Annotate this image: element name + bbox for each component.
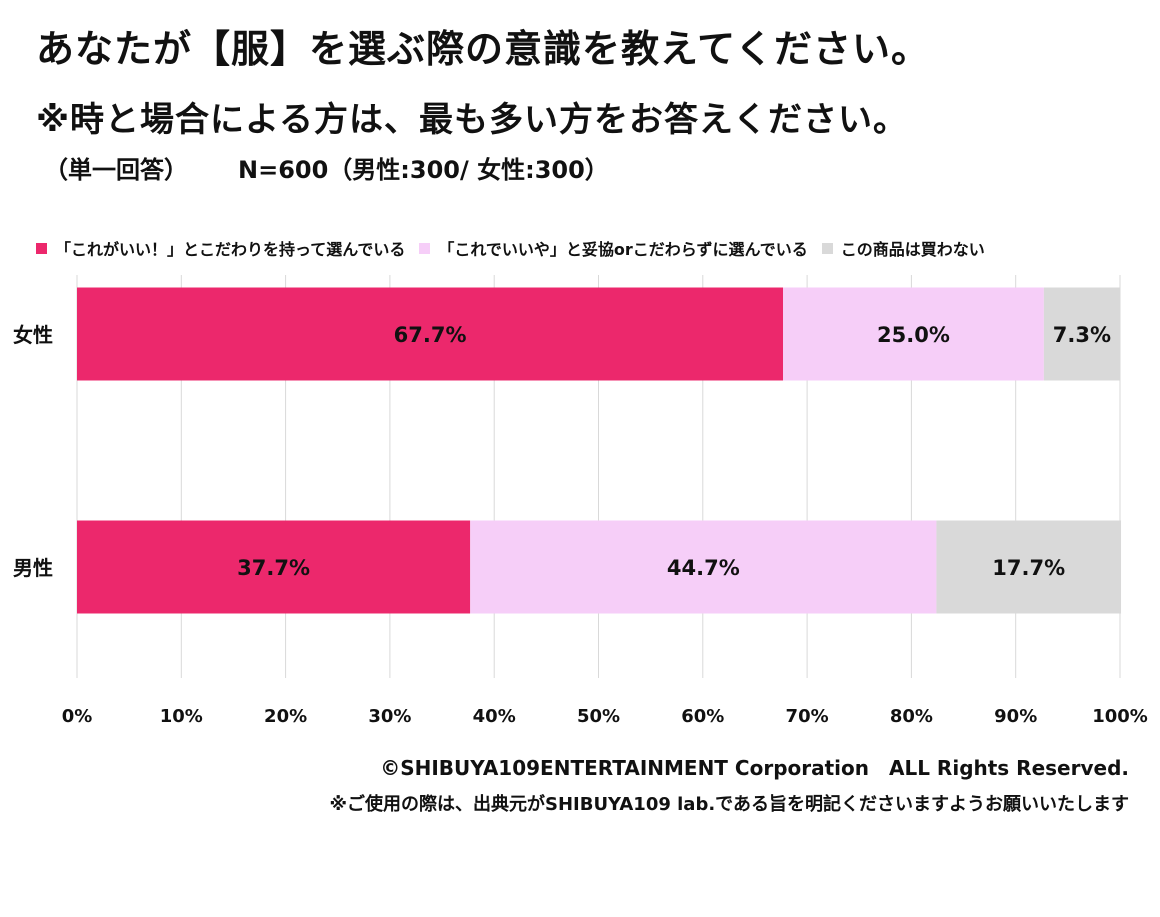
chart-title-note: ※時と場合による方は、最も多い方をお答えください。 xyxy=(36,100,909,140)
usage-note: ※ご使用の際は、出典元がSHIBUYA109 lab.である旨を明記くださいます… xyxy=(329,794,1130,815)
answer-type: （単一回答） xyxy=(44,156,188,184)
y-category-label: 男性 xyxy=(13,556,53,580)
legend: 「これがいい！」とこだわりを持って選んでいる 「これでいいや」と妥協orこだわら… xyxy=(36,236,999,260)
data-label: 25.0% xyxy=(877,323,950,347)
legend-swatch-series3 xyxy=(821,242,833,254)
sample-size: N=600（男性:300/ 女性:300） xyxy=(238,156,609,184)
bar-segment xyxy=(77,520,471,614)
x-tick-label: 60% xyxy=(681,706,724,727)
legend-label-series1: 「これがいい！」とこだわりを持って選んでいる xyxy=(55,240,406,259)
x-tick-label: 80% xyxy=(890,706,933,727)
legend-item-series1: 「これがいい！」とこだわりを持って選んでいる xyxy=(36,236,405,260)
legend-swatch-series1 xyxy=(36,242,47,254)
legend-label-series2: 「これでいいや」と妥協orこだわらずに選んでいる xyxy=(438,240,808,259)
legend-item-series2: 「これでいいや」と妥協orこだわらずに選んでいる xyxy=(419,236,808,260)
chart-subtitle: （単一回答） N=600（男性:300/ 女性:300） xyxy=(44,150,609,185)
data-label: 17.7% xyxy=(992,556,1065,580)
x-tick-label: 30% xyxy=(368,706,411,727)
bar-segment xyxy=(77,287,784,381)
x-tick-label: 90% xyxy=(994,706,1037,727)
copyright: ©SHIBUYA109ENTERTAINMENT Corporation ALL… xyxy=(380,756,1129,780)
chart-title: あなたが【服】を選ぶ際の意識を教えてください。 xyxy=(36,27,930,71)
x-tick-label: 10% xyxy=(160,706,203,727)
bar-segment xyxy=(1043,287,1120,381)
legend-item-series3: この商品は買わない xyxy=(821,236,985,260)
x-tick-label: 70% xyxy=(786,706,829,727)
data-label: 37.7% xyxy=(237,556,310,580)
x-tick-label: 20% xyxy=(264,706,307,727)
data-label: 44.7% xyxy=(667,556,740,580)
bar-segment xyxy=(936,520,1122,614)
legend-label-series3: この商品は買わない xyxy=(840,240,985,259)
data-label: 67.7% xyxy=(394,323,467,347)
bar-segment xyxy=(783,287,1044,381)
data-label: 7.3% xyxy=(1053,323,1111,347)
legend-swatch-series2 xyxy=(419,242,431,254)
x-tick-label: 100% xyxy=(1092,706,1148,727)
y-category-label: 女性 xyxy=(13,323,53,347)
x-tick-label: 50% xyxy=(577,706,620,727)
x-tick-label: 0% xyxy=(62,706,93,727)
x-tick-label: 40% xyxy=(473,706,516,727)
bar-segment xyxy=(470,520,937,614)
